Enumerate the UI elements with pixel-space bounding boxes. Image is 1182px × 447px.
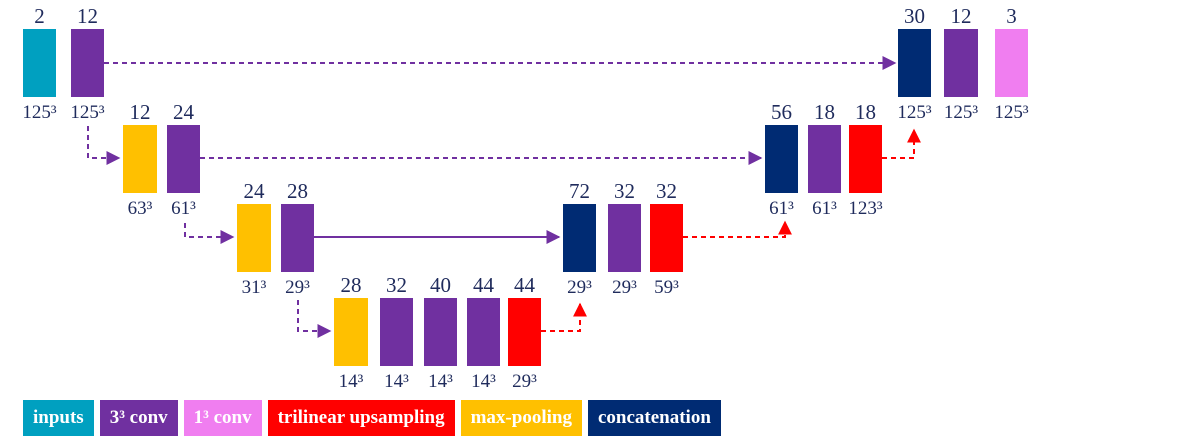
upsample-arrow xyxy=(882,128,921,159)
conv3-block xyxy=(167,125,200,193)
concat-block xyxy=(898,29,931,97)
spatial-size-label: 29³ xyxy=(612,277,637,298)
channel-count-label: 44 xyxy=(473,273,495,297)
channel-count-label: 44 xyxy=(514,273,536,297)
conv3-block xyxy=(71,29,104,97)
channel-count-label: 18 xyxy=(814,100,835,124)
legend: inputs 3³ conv 1³ conv trilinear upsampling… xyxy=(23,400,727,436)
channel-count-label: 12 xyxy=(77,4,98,28)
spatial-size-label: 61³ xyxy=(769,198,794,219)
channel-count-label: 28 xyxy=(341,273,362,297)
channel-count-label: 32 xyxy=(656,179,677,203)
channel-count-label: 12 xyxy=(951,4,972,28)
upsample-arrow xyxy=(541,302,587,332)
spatial-size-label: 125³ xyxy=(22,102,57,123)
channel-count-label: 56 xyxy=(771,100,792,124)
concat-block xyxy=(765,125,798,193)
conv3-block xyxy=(380,298,413,366)
upsample-arrow xyxy=(683,220,792,238)
channel-count-label: 2 xyxy=(34,4,45,28)
downsample-arrow xyxy=(297,300,332,338)
spatial-size-label: 61³ xyxy=(812,198,837,219)
conv3-block xyxy=(424,298,457,366)
conv1-block xyxy=(995,29,1028,97)
spatial-size-label: 59³ xyxy=(654,277,679,298)
channel-count-label: 3 xyxy=(1006,4,1017,28)
spatial-size-label: 63³ xyxy=(128,198,153,219)
upsampling-block xyxy=(508,298,541,366)
spatial-size-label: 14³ xyxy=(471,371,496,392)
channel-count-label: 32 xyxy=(614,179,635,203)
legend-item-inputs: inputs xyxy=(23,400,94,436)
legend-item-upsampling: trilinear upsampling xyxy=(267,400,455,436)
downsample-arrow xyxy=(87,126,121,165)
conv3-block xyxy=(281,204,314,272)
conv3-block xyxy=(467,298,500,366)
conv3-block xyxy=(808,125,841,193)
legend-item-conv1: 1³ conv xyxy=(183,400,262,436)
channel-count-label: 32 xyxy=(386,273,407,297)
channel-count-label: 72 xyxy=(569,179,590,203)
spatial-size-label: 125³ xyxy=(944,102,979,123)
spatial-size-label: 125³ xyxy=(897,102,932,123)
legend-item-concat: concatenation xyxy=(587,400,721,436)
spatial-size-label: 125³ xyxy=(70,102,105,123)
conv3-block xyxy=(944,29,978,97)
channel-count-label: 40 xyxy=(430,273,451,297)
upsampling-block xyxy=(650,204,683,272)
upsampling-block xyxy=(849,125,882,193)
conv3-block xyxy=(608,204,641,272)
channel-count-label: 12 xyxy=(130,100,151,124)
channel-count-label: 28 xyxy=(287,179,308,203)
spatial-size-label: 14³ xyxy=(384,371,409,392)
maxpool-block xyxy=(123,125,157,193)
maxpool-block xyxy=(237,204,271,272)
legend-item-maxpool: max-pooling xyxy=(460,400,582,436)
channel-count-label: 24 xyxy=(173,100,195,124)
maxpool-block xyxy=(334,298,368,366)
spatial-size-label: 125³ xyxy=(994,102,1029,123)
channel-count-label: 18 xyxy=(855,100,876,124)
legend-item-conv3: 3³ conv xyxy=(99,400,178,436)
concat-block xyxy=(563,204,596,272)
channel-count-label: 30 xyxy=(904,4,925,28)
spatial-size-label: 14³ xyxy=(339,371,364,392)
spatial-size-label: 29³ xyxy=(567,277,592,298)
spatial-size-label: 29³ xyxy=(285,277,310,298)
spatial-size-label: 123³ xyxy=(848,198,883,219)
downsample-arrow xyxy=(184,223,235,244)
spatial-size-label: 14³ xyxy=(428,371,453,392)
channel-count-label: 24 xyxy=(244,179,266,203)
spatial-size-label: 29³ xyxy=(512,371,537,392)
spatial-size-label: 31³ xyxy=(242,277,267,298)
spatial-size-label: 61³ xyxy=(171,198,196,219)
inputs-block xyxy=(23,29,56,97)
